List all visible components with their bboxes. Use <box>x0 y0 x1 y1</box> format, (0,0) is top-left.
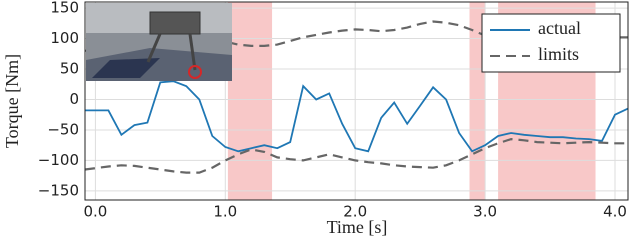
x-tick-label: 1.0 <box>213 203 237 221</box>
y-tick-label: 150 <box>50 0 79 17</box>
inset-photo <box>86 3 232 81</box>
series-line <box>84 137 628 174</box>
legend-label: limits <box>538 44 579 64</box>
y-tick-label: −100 <box>38 151 79 169</box>
shaded-region <box>227 2 273 200</box>
x-tick-label: 2.0 <box>343 203 367 221</box>
legend-label: actual <box>538 18 581 38</box>
y-axis-label: Torque [Nm] <box>2 54 22 148</box>
x-tick-label: 3.0 <box>473 203 497 221</box>
photo-mat <box>92 58 160 78</box>
y-tick-label: −50 <box>47 120 79 138</box>
robot-leg <box>188 33 197 71</box>
foot-marker <box>188 65 202 79</box>
y-tick-label: −150 <box>38 181 79 199</box>
y-tick-label: 100 <box>50 29 79 47</box>
robot-leg <box>146 33 162 63</box>
y-tick-label: 50 <box>60 60 79 78</box>
legend-box <box>481 13 621 73</box>
series-line <box>85 80 629 153</box>
x-tick-label: 0.0 <box>83 203 107 221</box>
x-tick-label: 4.0 <box>603 203 627 221</box>
x-axis-label: Time [s] <box>327 217 388 237</box>
y-tick-label: 0 <box>69 90 79 108</box>
robot-body <box>149 11 201 35</box>
plot-frame <box>84 1 629 201</box>
